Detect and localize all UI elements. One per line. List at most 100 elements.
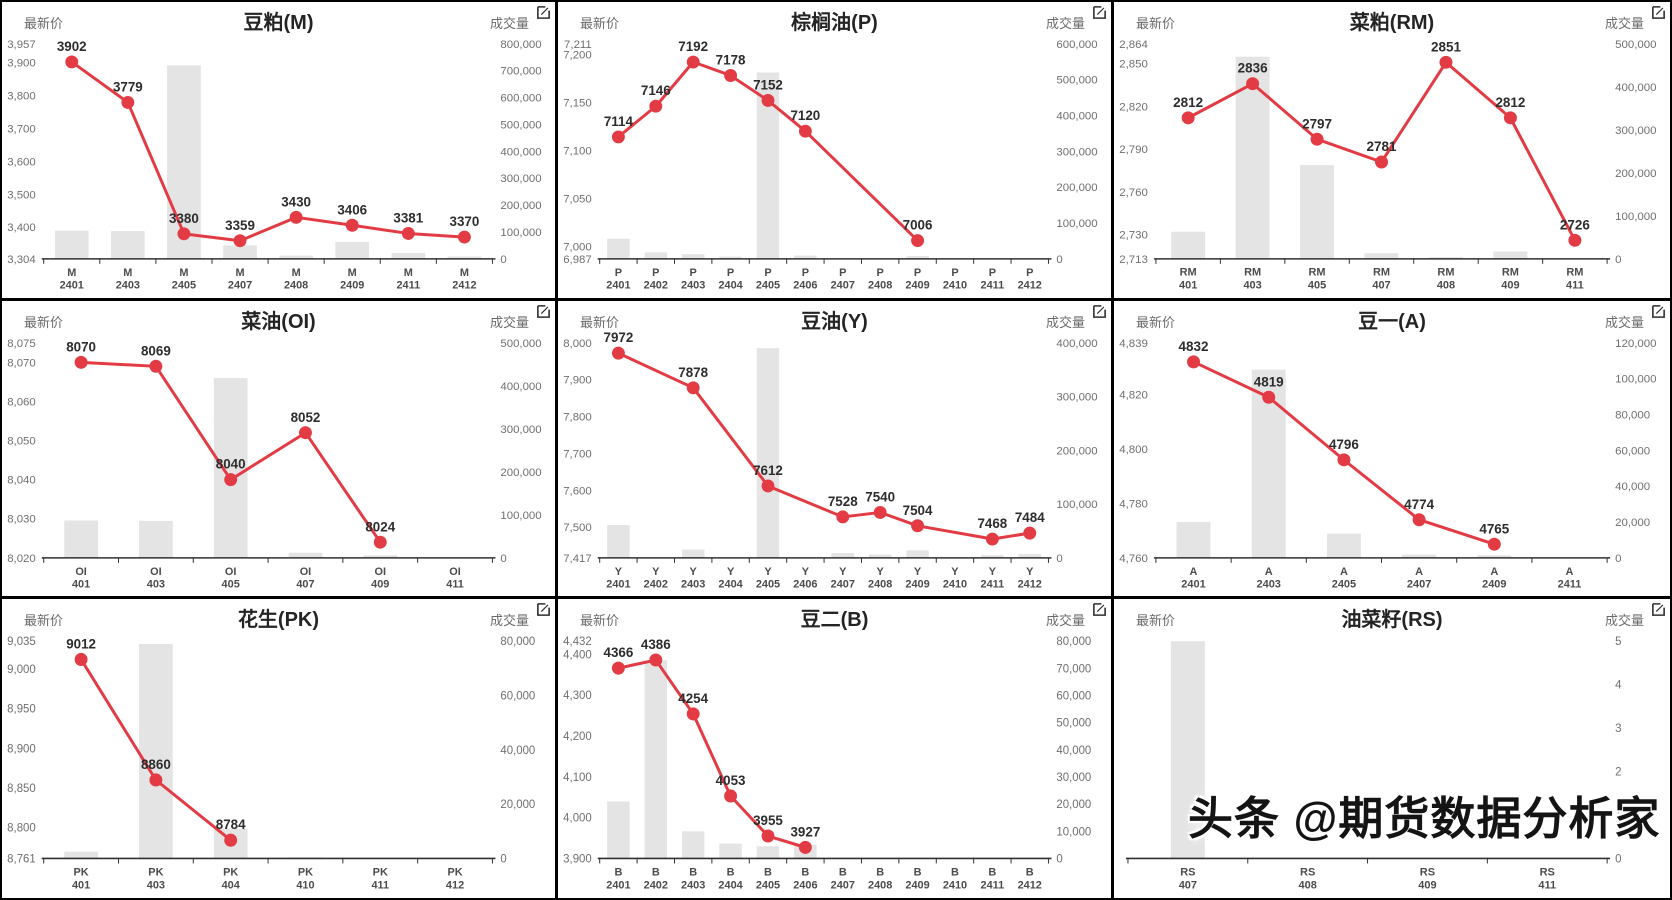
volume-tick-label: 200,000 [500, 466, 541, 478]
price-axis-label: 最新价 [580, 16, 620, 31]
price-tick-label: 7,500 [563, 522, 592, 534]
price-tick-label: 3,800 [7, 90, 36, 102]
volume-bar [391, 252, 426, 259]
price-tick-label: 4,820 [1119, 389, 1148, 401]
edit-square-icon [537, 603, 550, 617]
price-point [985, 532, 999, 546]
price-point [233, 234, 247, 248]
price-point [686, 55, 700, 69]
category-label-symbol: P [652, 267, 659, 279]
volume-bar [607, 524, 630, 558]
chart-title: 豆粕(M) [243, 12, 314, 34]
chart-panel-2: 最新价 棕榈油(P) 成交量 7,211 7,200 7,150 7,100 7,050… [558, 2, 1114, 301]
price-point [724, 789, 738, 803]
price-point [289, 210, 303, 224]
volume-tick-label: 50,000 [1056, 718, 1091, 730]
category-label-symbol: Y [690, 565, 698, 577]
price-data-label: 7484 [1015, 510, 1045, 525]
volume-tick-label: 20,000 [500, 799, 535, 811]
category-label-symbol: P [1026, 267, 1033, 279]
volume-bar [1429, 257, 1463, 259]
category-label-month: 411 [446, 578, 464, 590]
edit-icon[interactable] [536, 5, 551, 20]
volume-tick-label: 60,000 [1615, 445, 1650, 457]
price-data-label: 3955 [753, 813, 783, 828]
price-data-label: 4254 [678, 691, 708, 706]
category-label-symbol: RS [1180, 867, 1195, 879]
volume-bar [756, 72, 780, 259]
edit-icon[interactable] [1092, 5, 1107, 20]
volume-bar [447, 256, 482, 259]
price-data-label: 7504 [903, 502, 933, 517]
price-point [1262, 390, 1276, 404]
category-label-symbol: PK [298, 867, 313, 879]
price-data-label: 2812 [1173, 95, 1203, 110]
price-tick-label: 8,000 [563, 337, 592, 349]
edit-icon[interactable] [1651, 5, 1666, 20]
category-label-month: 411 [1566, 280, 1584, 292]
price-data-label: 3370 [450, 214, 480, 229]
price-point [611, 661, 625, 676]
category-label-symbol: RM [1502, 267, 1519, 279]
chart-plot: 9,035 9,000 8,950 8,900 8,850 8,800 8,761 80,00… [7, 637, 535, 892]
price-data-label: 7612 [753, 463, 783, 478]
category-label-symbol: OI [75, 565, 87, 577]
category-label-month: 2410 [943, 280, 967, 292]
category-label-symbol: P [951, 267, 958, 279]
category-label-month: 2409 [905, 880, 929, 892]
category-label-month: 409 [1418, 880, 1436, 892]
chart-panel-3: 最新价 菜粕(RM) 成交量 2,864 2,850 2,820 2,790 2,760… [1114, 2, 1670, 301]
price-tick-label: 6,987 [563, 254, 592, 266]
volume-tick-label: 80,000 [500, 637, 535, 649]
category-label-symbol: Y [951, 565, 959, 577]
category-label-month: 2412 [1018, 280, 1042, 292]
price-point [911, 518, 925, 532]
category-label-symbol: Y [877, 565, 885, 577]
edit-icon[interactable] [1092, 304, 1107, 319]
price-point [761, 829, 775, 843]
price-point [74, 653, 88, 667]
volume-bar [1493, 251, 1528, 259]
category-label-symbol: Y [727, 565, 735, 577]
volume-bar [868, 554, 892, 558]
category-label-month: 2410 [943, 880, 967, 892]
category-label-symbol: M [235, 267, 244, 279]
category-label-symbol: OI [300, 565, 312, 577]
price-data-label: 7006 [903, 218, 933, 233]
price-point [798, 841, 812, 855]
chart-panel-9: 最新价 油菜籽(RS) 成交量 5 4 3 2 1 0 RS 407 RS 408 RS 409 RS 4… [1114, 599, 1670, 898]
volume-tick-label: 0 [1056, 854, 1062, 866]
price-point [611, 130, 625, 144]
volume-bar [831, 552, 854, 558]
category-label-symbol: P [839, 267, 846, 279]
volume-tick-label: 70,000 [1056, 664, 1091, 676]
volume-bar [54, 230, 89, 259]
volume-tick-label: 400,000 [1615, 82, 1656, 94]
price-axis-label: 最新价 [24, 16, 64, 31]
edit-icon[interactable] [1651, 602, 1666, 617]
category-label-symbol: B [914, 867, 922, 879]
volume-bar [213, 377, 248, 558]
edit-square-icon [1093, 304, 1106, 318]
chart-title: 棕榈油(P) [791, 12, 878, 34]
price-tick-label: 4,432 [563, 637, 592, 649]
edit-icon[interactable] [536, 602, 551, 617]
chart-title: 豆油(Y) [801, 310, 868, 333]
category-label-symbol: B [689, 867, 697, 879]
category-label-month: 2404 [718, 578, 743, 590]
volume-tick-label: 0 [500, 854, 506, 866]
category-label-month: 2405 [1332, 578, 1356, 590]
category-label-symbol: B [1026, 867, 1034, 879]
price-point [761, 93, 775, 107]
price-data-label: 3430 [281, 194, 311, 209]
price-axis-label: 最新价 [1136, 314, 1176, 330]
volume-tick-label: 0 [1056, 552, 1062, 564]
edit-icon[interactable] [1651, 304, 1666, 319]
category-label-month: 2401 [606, 880, 630, 892]
price-point [74, 355, 88, 369]
edit-icon[interactable] [536, 304, 551, 319]
edit-square-icon [1652, 304, 1665, 318]
edit-icon[interactable] [1092, 602, 1107, 617]
